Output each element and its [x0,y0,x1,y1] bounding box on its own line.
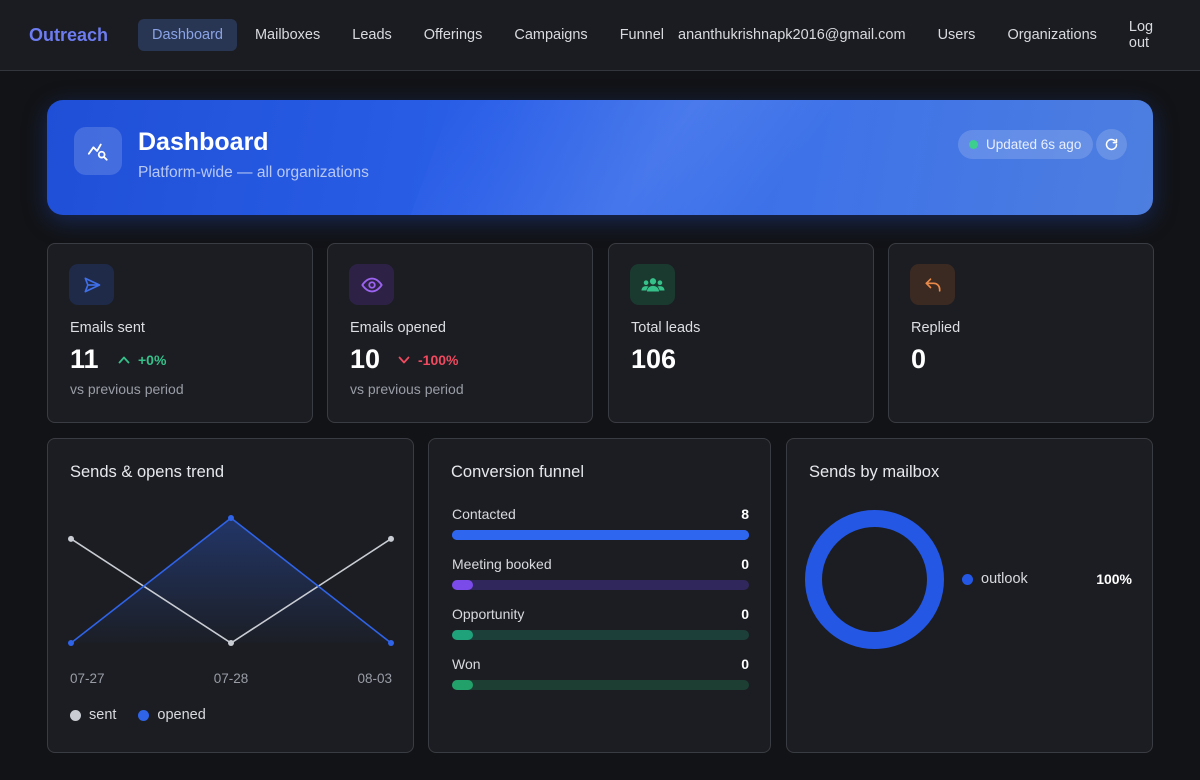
top-nav: Outreach Dashboard Mailboxes Leads Offer… [0,0,1200,71]
donut-legend-item[interactable]: outlook 100% [962,571,1132,591]
reply-icon [910,264,955,305]
stat-label: Replied [911,320,961,336]
dashboard-hero: Dashboard Platform-wide — all organizati… [47,100,1153,215]
funnel-bar [452,680,473,690]
trend-chart-card: Sends & opens trend 07-27 07-28 08-03 sent… [47,438,414,753]
stat-card-total-leads: Total leads 106 [608,243,874,423]
stat-card-replied: Replied 0 [888,243,1154,423]
legend-percent: 100% [1096,571,1132,587]
nav-right: ananthukrishnapk2016@gmail.com Users Org… [678,19,1171,51]
mailbox-donut-chart [805,510,944,649]
funnel-stage-label: Won [452,656,481,672]
stat-value: 11 [70,344,99,374]
trend-chart: 07-27 07-28 08-03 [68,515,394,686]
mailbox-card: Sends by mailbox outlook 100% [786,438,1153,753]
user-email: ananthukrishnapk2016@gmail.com [678,27,906,43]
data-point-sent [68,535,74,542]
legend-label: sent [89,707,117,723]
stat-note: vs previous period [350,381,464,397]
status-dot-icon [969,140,978,149]
legend-item-sent[interactable]: sent [70,707,116,723]
nav-users[interactable]: Users [937,27,976,43]
refresh-button[interactable] [1096,129,1127,160]
stat-delta-value: -100% [418,352,459,368]
stat-label: Total leads [631,320,701,336]
nav-links: Dashboard Mailboxes Leads Offerings Camp… [138,19,678,51]
stat-card-emails-opened: Emails opened 10 -100% vs previous perio… [327,243,593,423]
funnel-stage-label: Opportunity [452,606,525,622]
legend-dot-icon [138,709,150,721]
updated-status-badge: Updated 6s ago [958,130,1094,159]
funnel-title: Conversion funnel [451,463,584,481]
stat-label: Emails sent [70,320,145,336]
funnel-stage-count: 0 [741,656,749,672]
logout-link[interactable]: Log out [1128,19,1154,51]
funnel-bar [452,630,473,640]
updated-label: Updated 6s ago [986,137,1082,152]
brand-logo[interactable]: Outreach [29,24,109,45]
data-point-opened [228,515,234,521]
send-icon [69,264,114,305]
legend-dot-icon [962,574,973,585]
funnel-stage-count: 8 [741,506,749,522]
data-point-sent [228,640,234,646]
funnel-stage-label: Contacted [452,506,516,522]
nav-campaigns[interactable]: Campaigns [514,27,588,43]
trend-legend: sent opened [70,707,206,723]
nav-leads[interactable]: Leads [352,27,392,43]
mailbox-title: Sends by mailbox [809,463,940,481]
analytics-icon [74,127,122,175]
nav-mailboxes[interactable]: Mailboxes [254,27,321,43]
stat-value: 10 [350,344,381,374]
page-subtitle: Platform-wide — all organizations [138,164,369,181]
x-tick-label: 08-03 [357,671,392,686]
stat-delta-value: +0% [138,352,167,368]
stat-note: vs previous period [70,381,184,397]
stat-label: Emails opened [350,320,446,336]
data-point-sent [388,535,394,542]
stat-value: 106 [631,344,677,374]
donut-slice-outlook [805,510,944,649]
funnel-stage-count: 0 [741,556,749,572]
eye-icon [349,264,394,305]
arrow-up-icon [118,356,130,364]
stat-value: 0 [911,344,927,374]
x-tick-label: 07-27 [70,671,105,686]
trend-chart-title: Sends & opens trend [70,463,225,481]
page-title: Dashboard [138,128,269,156]
arrow-down-icon [398,356,410,364]
funnel-stage-count: 0 [741,606,749,622]
data-point-opened [388,640,394,646]
opened-area [71,518,391,643]
funnel-track [452,630,749,640]
funnel-bar [452,530,749,540]
stat-card-emails-sent: Emails sent 11 +0% vs previous period [47,243,313,423]
funnel-track [452,680,749,690]
refresh-icon [1105,138,1118,151]
funnel-card: Conversion funnel Contacted 8 Meeting bo… [428,438,771,753]
funnel-bar [452,580,473,590]
data-point-opened [68,640,74,646]
funnel-track [452,580,749,590]
legend-label: outlook [981,571,1028,587]
legend-item-opened[interactable]: opened [138,707,206,723]
stat-delta: +0% [118,352,166,368]
legend-label: opened [157,707,206,723]
x-tick-label: 07-28 [214,671,249,686]
nav-organizations[interactable]: Organizations [1007,27,1097,43]
legend-dot-icon [70,709,81,721]
stat-delta: -100% [398,352,458,368]
funnel-track [452,530,749,540]
nav-funnel[interactable]: Funnel [619,27,665,43]
funnel-stage-label: Meeting booked [452,556,552,572]
users-icon [630,264,675,305]
nav-dashboard[interactable]: Dashboard [138,19,237,51]
nav-offerings[interactable]: Offerings [423,27,483,43]
